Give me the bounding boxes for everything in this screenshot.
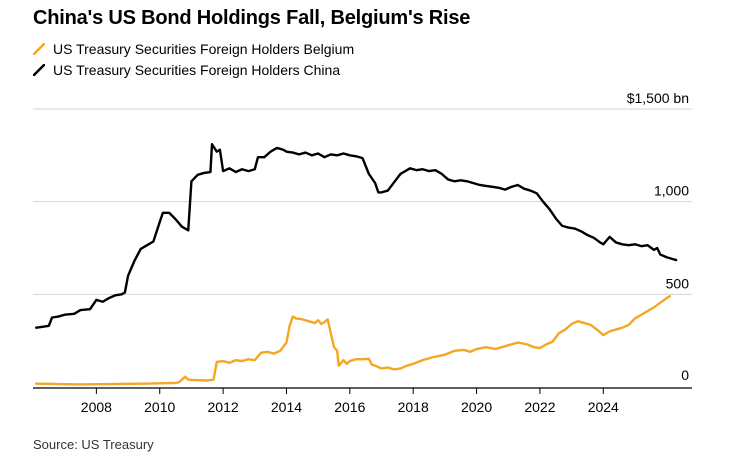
x-tick-label-2022: 2022 <box>524 399 555 415</box>
series-line-china <box>34 143 678 329</box>
y-tick-label-1500: $1,500 bn <box>627 90 689 106</box>
legend-belgium-stroke <box>33 42 45 55</box>
x-tick-label-2010: 2010 <box>144 399 175 415</box>
x-tick-label-2016: 2016 <box>334 399 365 415</box>
y-tick-label-500: 500 <box>666 275 690 291</box>
legend-belgium-line-icon <box>33 42 45 55</box>
x-tick-label-2012: 2012 <box>208 399 239 415</box>
legend-china-stroke <box>33 63 45 76</box>
series-lines <box>34 143 678 386</box>
y-tick-label-1000: 1,000 <box>654 183 689 199</box>
x-tick-label-2018: 2018 <box>398 399 429 415</box>
legend-china-line-icon <box>33 63 45 76</box>
chart-title: China's US Bond Holdings Fall, Belgium's… <box>33 7 471 29</box>
x-tick-label-2020: 2020 <box>461 399 492 415</box>
legend-item-belgium: US Treasury Securities Foreign Holders B… <box>33 38 354 59</box>
series-line-belgium <box>34 294 672 386</box>
source-note: Source: US Treasury <box>33 437 154 452</box>
legend-label-belgium: US Treasury Securities Foreign Holders B… <box>53 40 355 57</box>
gridlines <box>33 108 692 295</box>
legend-label-china: US Treasury Securities Foreign Holders C… <box>53 61 341 78</box>
x-tick-label-2008: 2008 <box>81 399 112 415</box>
axes: 0 500 1,000 $1,500 bn 2008 2010 2012 2014 2016 20… <box>33 90 692 415</box>
legend-item-china: US Treasury Securities Foreign Holders C… <box>33 59 354 80</box>
x-tick-label-2024: 2024 <box>588 399 619 415</box>
legend: US Treasury Securities Foreign Holders B… <box>33 38 354 80</box>
y-tick-label-0: 0 <box>681 367 689 383</box>
x-tick-label-2014: 2014 <box>271 399 302 415</box>
